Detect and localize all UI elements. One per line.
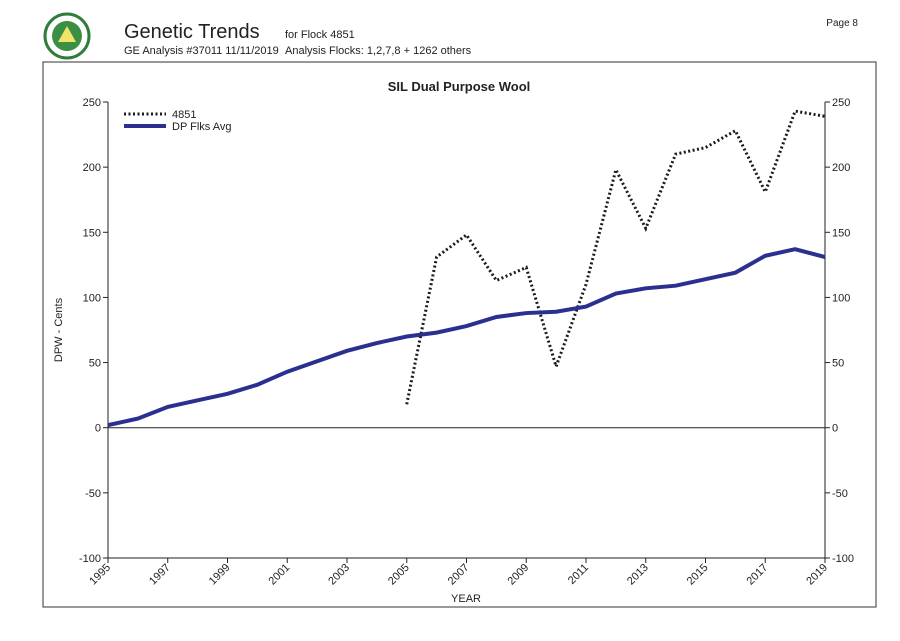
x-tick-label: 1999	[207, 562, 233, 588]
y-tick-label: 50	[89, 358, 101, 370]
y2-tick-label: 100	[832, 292, 850, 304]
flocks: Analysis Flocks: 1,2,7,8 + 1262 others	[285, 45, 472, 57]
y-tick-label: -100	[79, 553, 101, 565]
x-tick-label: 2001	[267, 562, 293, 588]
y-tick-label: 100	[83, 292, 101, 304]
x-tick-label: 2005	[386, 562, 412, 588]
report-title: Genetic Trends	[124, 21, 260, 43]
x-tick-label: 1995	[87, 562, 113, 588]
analysis: GE Analysis #37011 11/11/2019	[124, 45, 279, 57]
x-tick-label: 1997	[147, 562, 173, 588]
legend-label: 4851	[172, 109, 196, 121]
flock: for Flock 4851	[285, 29, 355, 41]
x-tick-label: 2003	[326, 562, 352, 588]
y2-tick-label: 0	[832, 423, 838, 435]
y2-tick-label: -100	[832, 553, 854, 565]
x-tick-label: 2007	[446, 562, 472, 588]
x-tick-label: 2017	[745, 562, 771, 588]
y2-tick-label: -50	[832, 488, 848, 500]
series-line	[107, 247, 826, 428]
y-tick-label: 150	[83, 227, 101, 239]
y-axis-label: DPW - Cents	[53, 297, 65, 362]
x-tick-label: 2019	[804, 562, 830, 588]
x-axis-label: YEAR	[451, 593, 481, 605]
legend-label: DP Flks Avg	[172, 121, 232, 133]
x-tick-label: 2015	[685, 562, 711, 588]
y-tick-label: 200	[83, 162, 101, 174]
y-tick-label: 250	[83, 97, 101, 109]
x-tick-label: 2011	[566, 562, 591, 587]
page-number: Page 8	[826, 18, 858, 29]
y2-tick-label: 50	[832, 358, 844, 370]
logo	[43, 12, 91, 60]
y-tick-label: 0	[95, 423, 101, 435]
y2-tick-label: 250	[832, 97, 850, 109]
y2-tick-label: 150	[832, 227, 850, 239]
x-tick-label: 2009	[506, 562, 532, 588]
x-tick-label: 2013	[625, 562, 651, 588]
y2-tick-label: 200	[832, 162, 850, 174]
chart-title: SIL Dual Purpose Wool	[388, 79, 531, 94]
chart-frame	[42, 61, 877, 608]
y-tick-label: -50	[85, 488, 101, 500]
